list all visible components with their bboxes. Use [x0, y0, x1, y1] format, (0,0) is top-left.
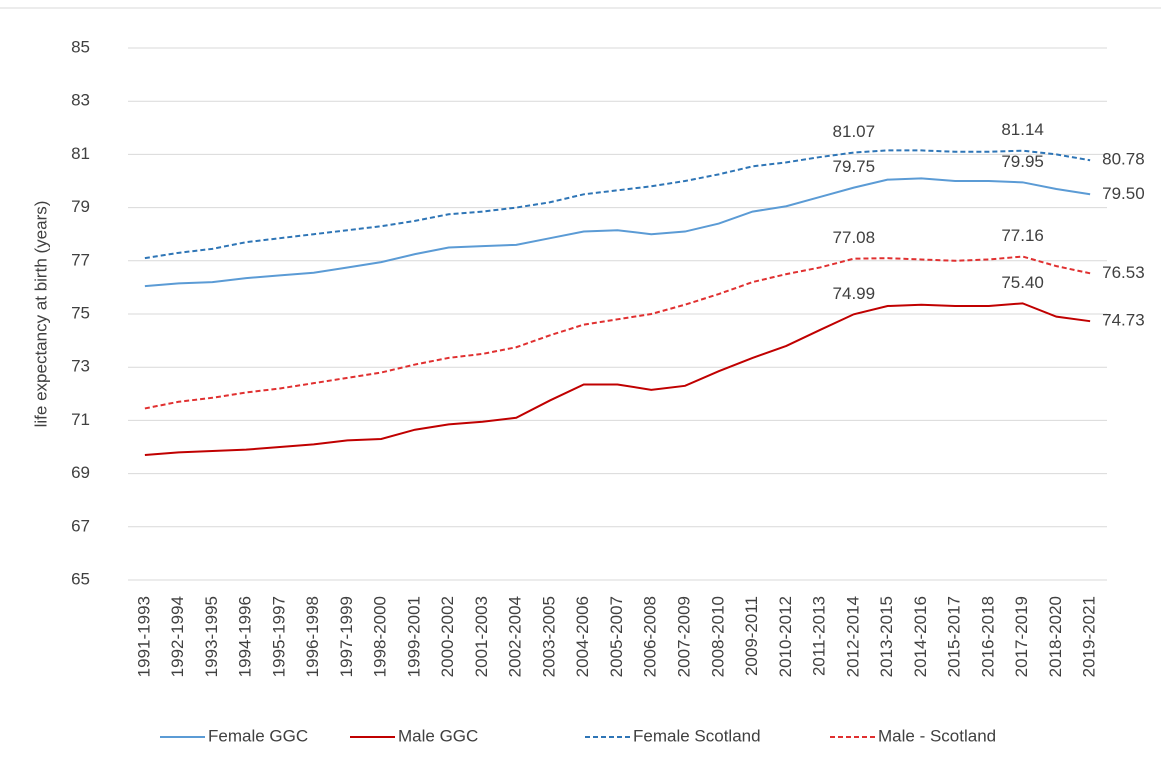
data-label: 75.40: [1001, 273, 1044, 292]
data-label: 76.53: [1102, 263, 1145, 282]
x-tick-label: 1998-2000: [371, 596, 390, 677]
x-tick-label: 2007-2009: [675, 596, 694, 677]
x-tick-label: 1993-1995: [202, 596, 221, 677]
legend-label: Female GGC: [208, 726, 308, 745]
x-tick-label: 2009-2011: [742, 596, 761, 676]
legend-label: Male GGC: [398, 726, 478, 745]
data-label: 81.07: [833, 122, 876, 141]
y-tick-label: 85: [71, 37, 90, 56]
data-label: 79.50: [1102, 184, 1145, 203]
x-tick-label: 2010-2012: [776, 596, 795, 677]
x-tick-label: 2012-2014: [843, 596, 862, 677]
x-tick-label: 1997-1999: [337, 596, 356, 677]
x-tick-label: 1991-1993: [134, 596, 153, 677]
data-label: 77.08: [833, 228, 876, 247]
x-tick-label: 2008-2010: [708, 596, 727, 677]
data-label: 74.73: [1102, 311, 1145, 330]
y-tick-label: 73: [71, 357, 90, 376]
x-tick-label: 2001-2003: [472, 596, 491, 677]
x-tick-label: 2019-2021: [1080, 596, 1099, 677]
x-tick-label: 2013-2015: [877, 596, 896, 677]
x-tick-label: 1994-1996: [236, 596, 255, 677]
x-tick-label: 1992-1994: [168, 596, 187, 677]
y-tick-label: 67: [71, 516, 90, 535]
x-tick-label: 2016-2018: [978, 596, 997, 677]
y-tick-label: 75: [71, 303, 90, 322]
x-tick-label: 2000-2002: [438, 596, 457, 677]
y-tick-label: 83: [71, 91, 90, 110]
x-tick-label: 2006-2008: [641, 596, 660, 677]
y-tick-label: 79: [71, 197, 90, 216]
legend-label: Female Scotland: [633, 726, 761, 745]
x-tick-label: 2014-2016: [911, 596, 930, 677]
series-line: [144, 149, 1091, 260]
y-axis-label: life expectancy at birth (years): [31, 201, 50, 428]
y-tick-label: 69: [71, 463, 90, 482]
y-tick-label: 65: [71, 569, 90, 588]
y-tick-label: 77: [71, 250, 90, 269]
x-tick-label: 1996-1998: [303, 596, 322, 677]
x-tick-label: 2015-2017: [945, 596, 964, 677]
data-label: 79.75: [833, 157, 876, 176]
x-tick-label: 2004-2006: [573, 596, 592, 677]
x-tick-label: 1999-2001: [404, 596, 423, 677]
x-tick-label: 2005-2007: [607, 596, 626, 677]
data-label: 81.14: [1001, 120, 1044, 139]
x-tick-label: 2011-2013: [810, 596, 829, 676]
y-tick-label: 71: [71, 410, 90, 429]
x-tick-label: 2003-2005: [539, 596, 558, 677]
data-label: 80.78: [1102, 150, 1145, 169]
x-tick-label: 2018-2020: [1046, 596, 1065, 677]
legend-label: Male - Scotland: [878, 726, 996, 745]
x-tick-label: 2002-2004: [506, 596, 525, 677]
y-tick-label: 81: [71, 144, 90, 163]
series-line: [144, 177, 1091, 288]
data-label: 74.99: [833, 284, 876, 303]
x-tick-label: 1995-1997: [269, 596, 288, 677]
data-label: 77.16: [1001, 226, 1044, 245]
series-line: [144, 255, 1091, 410]
series-line: [144, 302, 1091, 456]
data-label: 79.95: [1001, 152, 1044, 171]
x-tick-label: 2017-2019: [1012, 596, 1031, 677]
